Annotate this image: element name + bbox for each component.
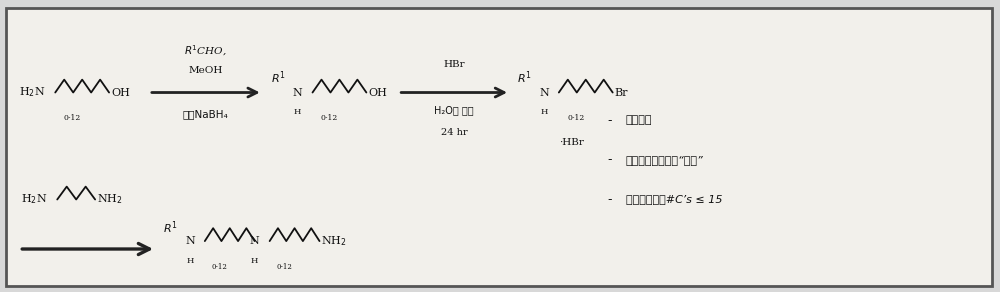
Text: N: N (539, 88, 549, 98)
Text: 在一个方面，#C’s ≤ 15: 在一个方面，#C’s ≤ 15 (626, 194, 722, 204)
Text: $R^1$: $R^1$ (163, 219, 178, 236)
Text: 0-12: 0-12 (277, 263, 293, 271)
Text: -: - (608, 193, 612, 206)
Text: -: - (608, 153, 612, 166)
Text: -: - (608, 114, 612, 127)
Text: 0-12: 0-12 (212, 263, 228, 271)
Text: H: H (540, 108, 548, 116)
Text: 然后NaBH₄: 然后NaBH₄ (183, 109, 229, 119)
Text: H$_2$N: H$_2$N (21, 193, 48, 206)
Text: ·HBr: ·HBr (559, 138, 584, 147)
Text: 0-12: 0-12 (321, 114, 338, 122)
Text: 0-12: 0-12 (64, 114, 81, 122)
Text: Br: Br (615, 88, 628, 98)
Text: H: H (294, 108, 301, 116)
Text: $R^1$CHO,: $R^1$CHO, (184, 44, 227, 58)
Text: H: H (186, 257, 194, 265)
Text: 需要最少的溶剂，“绿色”: 需要最少的溶剂，“绿色” (626, 155, 703, 165)
Text: N: N (250, 236, 260, 246)
Text: OH: OH (368, 88, 387, 98)
Text: N: N (185, 236, 195, 246)
Text: MeOH: MeOH (189, 66, 223, 75)
Text: 无保护基: 无保护基 (626, 115, 652, 125)
Text: OH: OH (111, 88, 130, 98)
Text: NH$_2$: NH$_2$ (321, 234, 347, 248)
FancyBboxPatch shape (6, 8, 992, 286)
Text: $R^1$: $R^1$ (517, 69, 532, 86)
Text: NH$_2$: NH$_2$ (97, 193, 123, 206)
Text: H₂O， 回流: H₂O， 回流 (434, 105, 474, 115)
Text: 24 hr: 24 hr (441, 128, 467, 137)
Text: H: H (251, 257, 258, 265)
Text: HBr: HBr (443, 60, 465, 69)
Text: N: N (293, 88, 302, 98)
Text: H$_2$N: H$_2$N (19, 86, 46, 99)
Text: $R^1$: $R^1$ (271, 69, 285, 86)
Text: 0-12: 0-12 (567, 114, 584, 122)
